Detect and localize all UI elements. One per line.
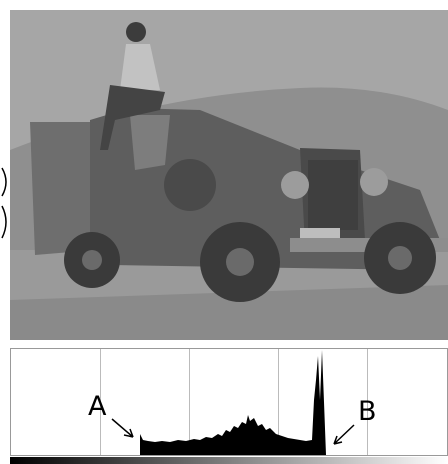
figure: A B	[0, 0, 448, 464]
histogram	[10, 349, 448, 464]
annotation-label: A	[88, 391, 107, 422]
edge-mark	[2, 168, 6, 238]
photo	[10, 10, 448, 340]
annotation-label: B	[358, 396, 377, 427]
